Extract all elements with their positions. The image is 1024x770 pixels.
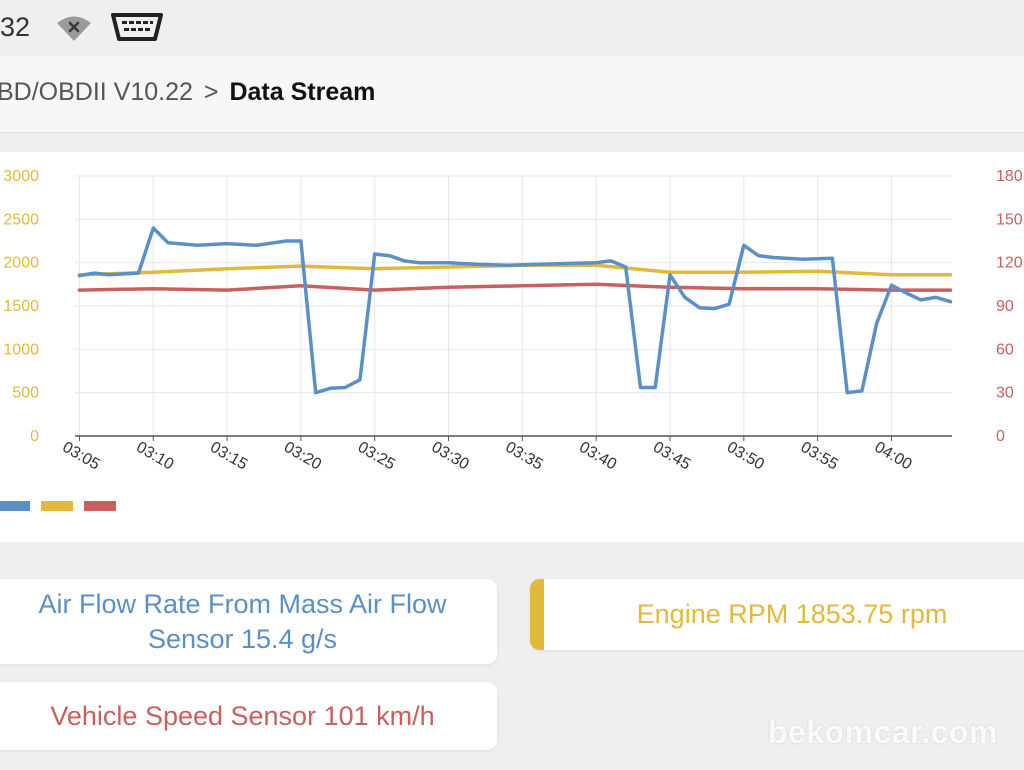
x-tick-label: 03:50: [724, 439, 767, 474]
status-bar: 32: [0, 0, 1024, 55]
speed-series-line: [77, 282, 953, 292]
x-tick-label: 03:15: [207, 439, 250, 474]
y-right-tick-label: 120: [996, 255, 1023, 272]
maf-series-line: [77, 226, 953, 395]
y-right-tick-label: 0: [996, 428, 1005, 445]
y-left-tick-label: 2500: [3, 211, 39, 228]
x-tick-label: 03:55: [798, 439, 841, 474]
status-time: 32: [0, 12, 31, 42]
y-right-tick-label: 90: [996, 298, 1014, 315]
speed-value-label: Vehicle Speed Sensor 101 km/h: [50, 700, 435, 731]
y-left-tick-label: 1500: [3, 298, 39, 315]
y-right-tick-label: 150: [996, 211, 1023, 228]
x-tick-label: 04:00: [871, 439, 914, 474]
rpm-value-label: Engine RPM 1853.75 rpm: [636, 599, 948, 629]
x-tick-label: 03:10: [133, 439, 176, 474]
y-left-tick-label: 2000: [3, 255, 39, 272]
breadcrumb-separator: >: [203, 78, 219, 106]
page-title: Data Stream: [229, 78, 376, 106]
chart-card: 0 500 1000 1500 2000 2500 3000 0 30 60 90 120 150 180…: [0, 152, 1024, 542]
maf-value-label: Air Flow Rate From Mass Air Flow Sensor …: [38, 588, 447, 654]
y-left-tick-label: 3000: [3, 168, 39, 185]
breadcrumb: BD/OBDII V10.22 > Data Stream: [0, 78, 375, 107]
maf-value-card[interactable]: Air Flow Rate From Mass Air Flow Sensor …: [0, 579, 497, 664]
x-tick-label: 03:45: [650, 439, 693, 474]
y-left-tick-label: 500: [12, 385, 39, 402]
obd-connector-icon: [110, 12, 164, 47]
x-tick-label: 03:20: [281, 439, 324, 474]
breadcrumb-parent[interactable]: BD/OBDII V10.22: [0, 78, 193, 106]
y-left-tick-label: 0: [30, 428, 39, 445]
speed-value-card[interactable]: Vehicle Speed Sensor 101 km/h: [0, 682, 497, 750]
x-tick-label: 03:30: [429, 439, 472, 474]
rpm-value-card[interactable]: Engine RPM 1853.75 rpm: [530, 579, 1024, 650]
y-right-tick-label: 60: [996, 341, 1014, 358]
data-stream-chart: 0 500 1000 1500 2000 2500 3000 0 30 60 90 120 150 180…: [0, 168, 1023, 511]
y-right-tick-label: 180: [996, 168, 1023, 185]
legend-swatch-rpm: [41, 501, 73, 511]
wifi-off-icon: [56, 14, 92, 47]
watermark: bekomcar.com: [767, 714, 998, 750]
y-right-tick-label: 30: [996, 385, 1014, 402]
y-left-tick-label: 1000: [3, 341, 39, 358]
x-tick-label: 03:25: [355, 439, 398, 474]
x-tick-label: 03:05: [59, 439, 102, 474]
legend-swatch-maf: [0, 501, 30, 511]
x-tick-label: 03:35: [502, 439, 545, 474]
header-bar: BD/OBDII V10.22 > Data Stream: [0, 56, 1024, 133]
legend-swatch-speed: [84, 501, 116, 511]
x-tick-label: 03:40: [576, 439, 619, 474]
